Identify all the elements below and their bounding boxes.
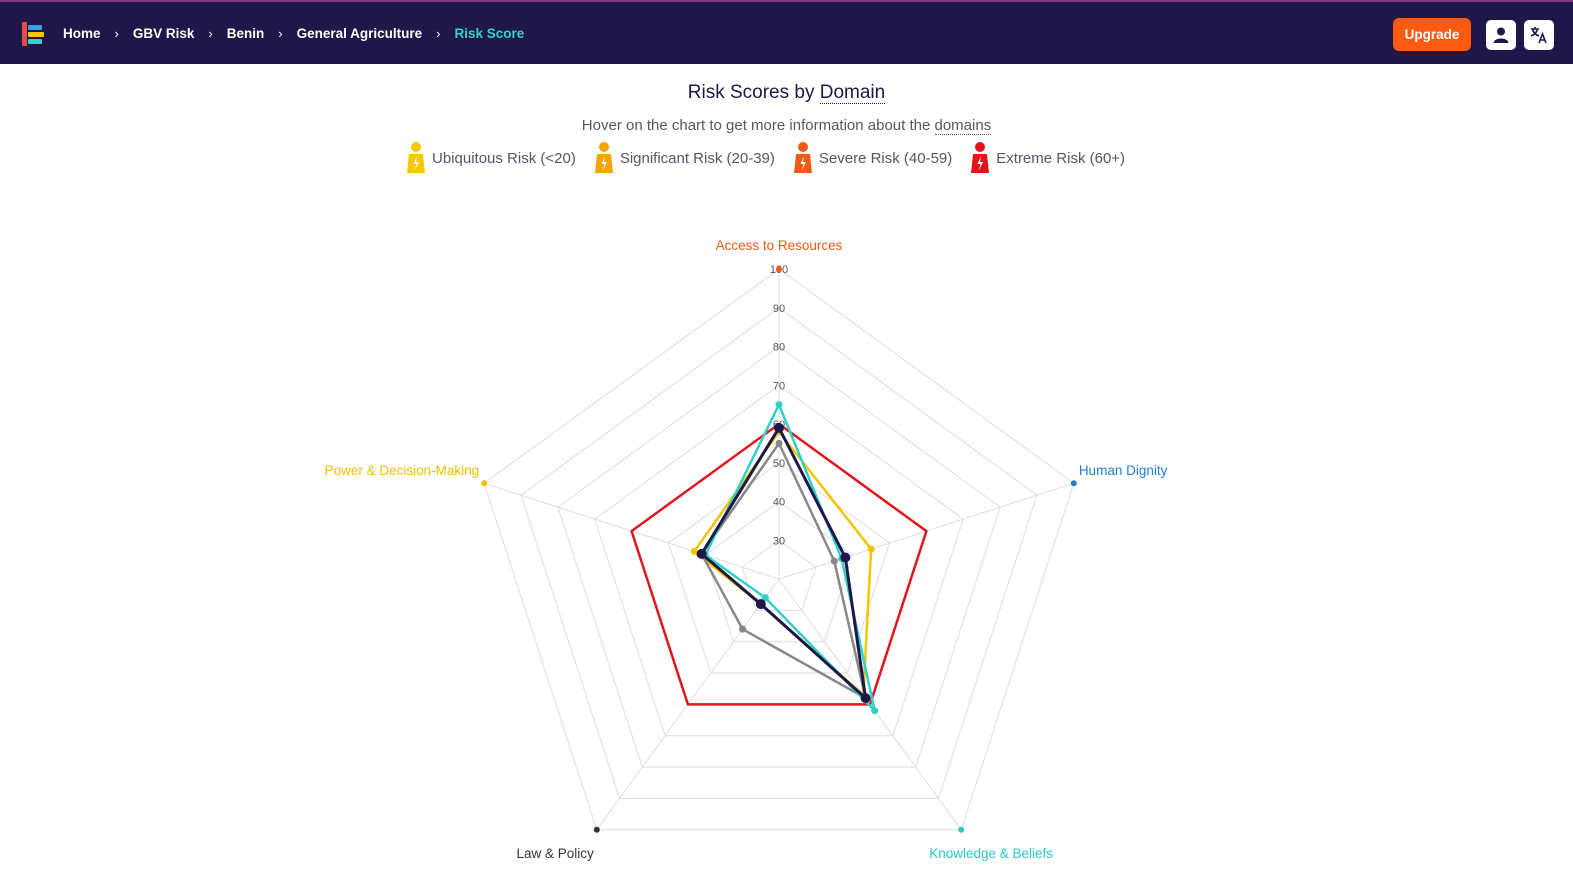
page-subtitle: Hover on the chart to get more informati… — [0, 117, 1573, 135]
tick-label: 40 — [773, 497, 785, 509]
breadcrumb-item[interactable]: Home — [63, 25, 101, 41]
series-point[interactable] — [860, 693, 871, 704]
user-icon[interactable] — [1486, 20, 1516, 50]
tick-label: 90 — [773, 303, 785, 315]
risk-legend: Ubiquitous Risk (<20) Significant Risk (2… — [406, 142, 1143, 174]
person-risk-icon — [971, 142, 990, 173]
series-point[interactable] — [840, 552, 851, 563]
page-title: Risk Scores by Domain — [0, 82, 1573, 104]
page-subtitle-prefix: Hover on the chart to get more informati… — [581, 117, 931, 134]
breadcrumb-item: Risk Score — [454, 25, 525, 41]
series-point[interactable] — [739, 625, 747, 633]
tick-label: 50 — [773, 458, 785, 470]
series-line[interactable] — [630, 422, 928, 706]
grid-ring — [557, 345, 1001, 768]
domains-link[interactable]: domains — [934, 117, 992, 135]
series-point[interactable] — [755, 599, 766, 610]
series-point[interactable] — [830, 557, 838, 565]
legend-label: Extreme Risk (60+) — [996, 149, 1126, 167]
series-point[interactable] — [696, 548, 707, 559]
series-point[interactable] — [775, 401, 783, 409]
grid-ring — [594, 384, 964, 737]
axis-label[interactable]: Law & Policy — [516, 846, 594, 861]
upgrade-button[interactable]: Upgrade — [1393, 18, 1471, 51]
app-logo-icon[interactable] — [22, 22, 44, 46]
legend-label: Severe Risk (40-59) — [818, 149, 953, 167]
breadcrumb: Home › GBV Risk › Benin › General Agriculture ›… — [63, 2, 524, 64]
series-point[interactable] — [774, 422, 784, 433]
grid-ring — [667, 462, 891, 674]
series-point[interactable] — [690, 547, 698, 555]
breadcrumb-item[interactable]: GBV Risk — [132, 25, 195, 41]
series-point[interactable] — [775, 439, 783, 447]
axis-label[interactable]: Power & Decision-Making — [325, 463, 480, 478]
axis-label[interactable]: Human Dignity — [1079, 463, 1168, 478]
series-line[interactable] — [700, 426, 868, 700]
legend-label: Ubiquitous Risk (<20) — [432, 149, 576, 167]
legend-item: Severe Risk (40-59) — [793, 142, 952, 174]
axis-end-dot — [593, 826, 600, 833]
axis-end-dot — [1070, 480, 1077, 487]
axis-label[interactable]: Access to Resources — [716, 238, 843, 253]
tick-label: 70 — [773, 380, 785, 392]
axis-end-dot — [776, 266, 782, 272]
domain-link[interactable]: Domain — [819, 82, 886, 104]
person-risk-icon — [594, 142, 613, 173]
axis-end-dot — [481, 480, 488, 487]
tick-label: 30 — [773, 535, 785, 547]
grid-ring — [520, 307, 1038, 799]
chevron-right-icon: › — [208, 25, 213, 41]
translate-icon[interactable] — [1524, 20, 1554, 50]
axis-end-dot — [958, 826, 965, 833]
series-point[interactable] — [871, 707, 879, 715]
legend-item: Significant Risk (20-39) — [594, 142, 775, 174]
axis-label[interactable]: Knowledge & Beliefs — [929, 846, 1053, 861]
page-title-prefix: Risk Scores by — [687, 82, 815, 103]
top-navigation-bar: Home › GBV Risk › Benin › General Agriculture ›… — [0, 0, 1573, 64]
chevron-right-icon: › — [436, 25, 441, 41]
legend-item: Ubiquitous Risk (<20) — [406, 142, 576, 174]
legend-item: Extreme Risk (60+) — [970, 142, 1125, 174]
tick-label: 80 — [773, 342, 785, 354]
person-risk-icon — [793, 142, 812, 173]
series-point[interactable] — [761, 594, 769, 602]
breadcrumb-item[interactable]: General Agriculture — [296, 25, 423, 41]
person-risk-icon — [407, 142, 425, 173]
series-point[interactable] — [867, 545, 875, 553]
legend-label: Significant Risk (20-39) — [619, 149, 775, 167]
grid-ring — [483, 268, 1075, 831]
chevron-right-icon: › — [278, 25, 283, 41]
chevron-right-icon: › — [114, 25, 119, 41]
breadcrumb-item[interactable]: Benin — [226, 25, 265, 41]
radar-chart[interactable]: 30405060708090100Access to ResourcesHuma… — [0, 180, 1573, 870]
